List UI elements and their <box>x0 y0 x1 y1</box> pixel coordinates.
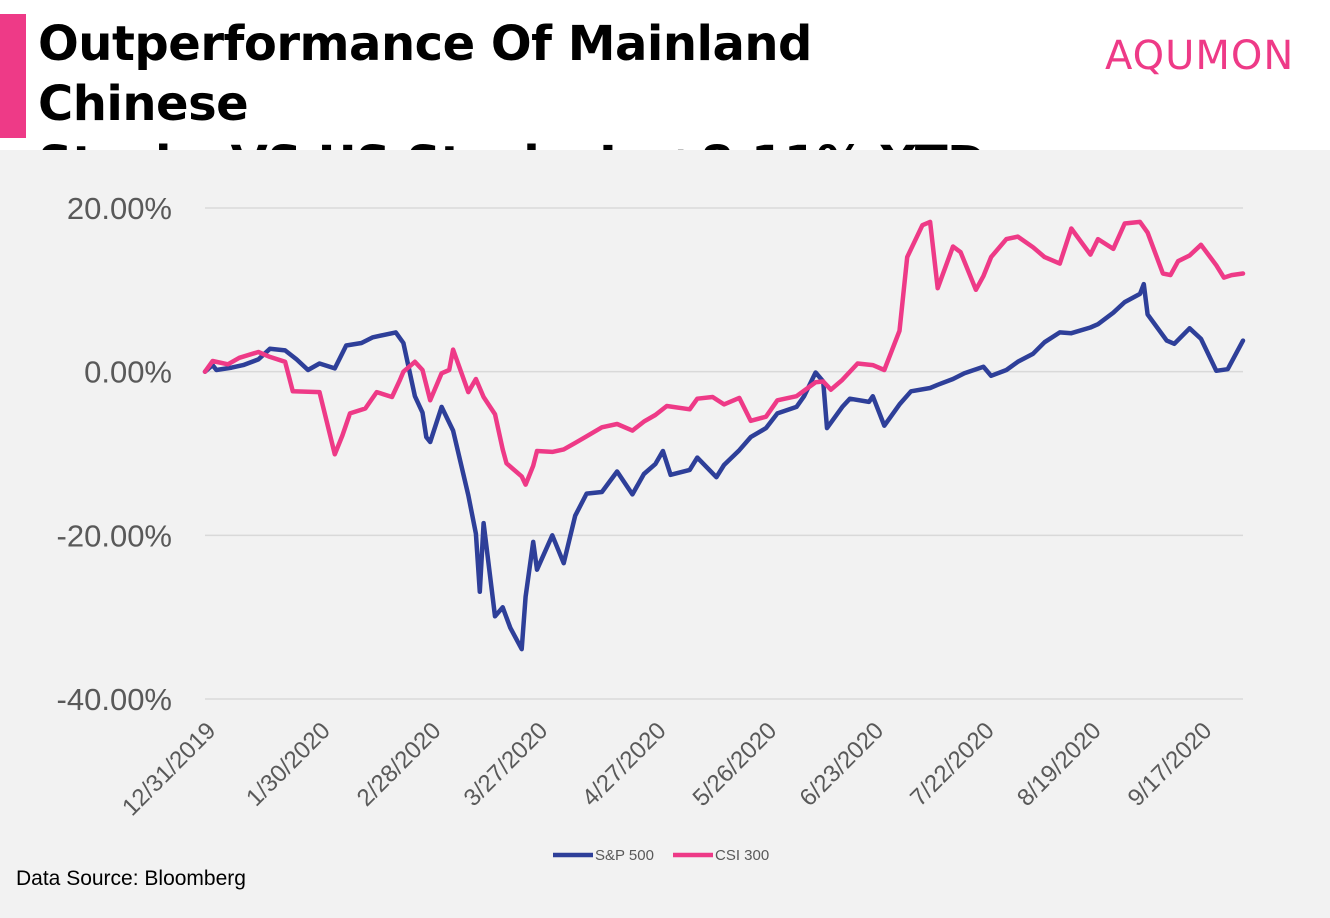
legend-label-sp500: S&P 500 <box>595 847 654 864</box>
x-tick-label: 5/26/2020 <box>688 717 783 812</box>
title-line-1: Outperformance Of Mainland Chinese <box>38 16 812 132</box>
x-axis-tick-labels: 12/31/2019 1/30/2020 2/28/2020 3/27/2020 4/2… <box>117 717 1217 821</box>
x-tick-label: 9/17/2020 <box>1123 717 1218 812</box>
accent-bar <box>0 14 26 138</box>
y-axis-tick-labels: 20.00% 0.00% -20.00% -40.00% <box>57 191 172 717</box>
x-tick-label: 1/30/2020 <box>241 717 336 812</box>
x-tick-label: 3/27/2020 <box>459 717 554 812</box>
y-tick-label: 20.00% <box>67 191 172 226</box>
data-source-note: Data Source: Bloomberg <box>16 867 246 890</box>
legend-label-csi300: CSI 300 <box>715 847 769 864</box>
x-tick-label: 6/23/2020 <box>794 717 889 812</box>
x-tick-label: 2/28/2020 <box>352 717 447 812</box>
x-tick-label: 8/19/2020 <box>1012 717 1107 812</box>
series-line-csi300 <box>202 219 1246 487</box>
x-tick-label: 4/27/2020 <box>577 717 672 812</box>
x-tick-label: 7/22/2020 <box>905 717 1000 812</box>
brand-logo: AQUMON <box>1105 33 1295 79</box>
series-line-sp500 <box>202 281 1246 652</box>
x-tick-label: 12/31/2019 <box>117 717 221 821</box>
y-tick-label: -40.00% <box>57 682 172 717</box>
plot-area <box>0 150 1330 918</box>
legend: S&P 500 CSI 300 <box>553 847 769 864</box>
y-tick-label: -20.00% <box>57 518 172 553</box>
gridlines <box>205 207 1243 700</box>
y-tick-label: 0.00% <box>84 355 172 390</box>
series-lines <box>202 219 1246 652</box>
